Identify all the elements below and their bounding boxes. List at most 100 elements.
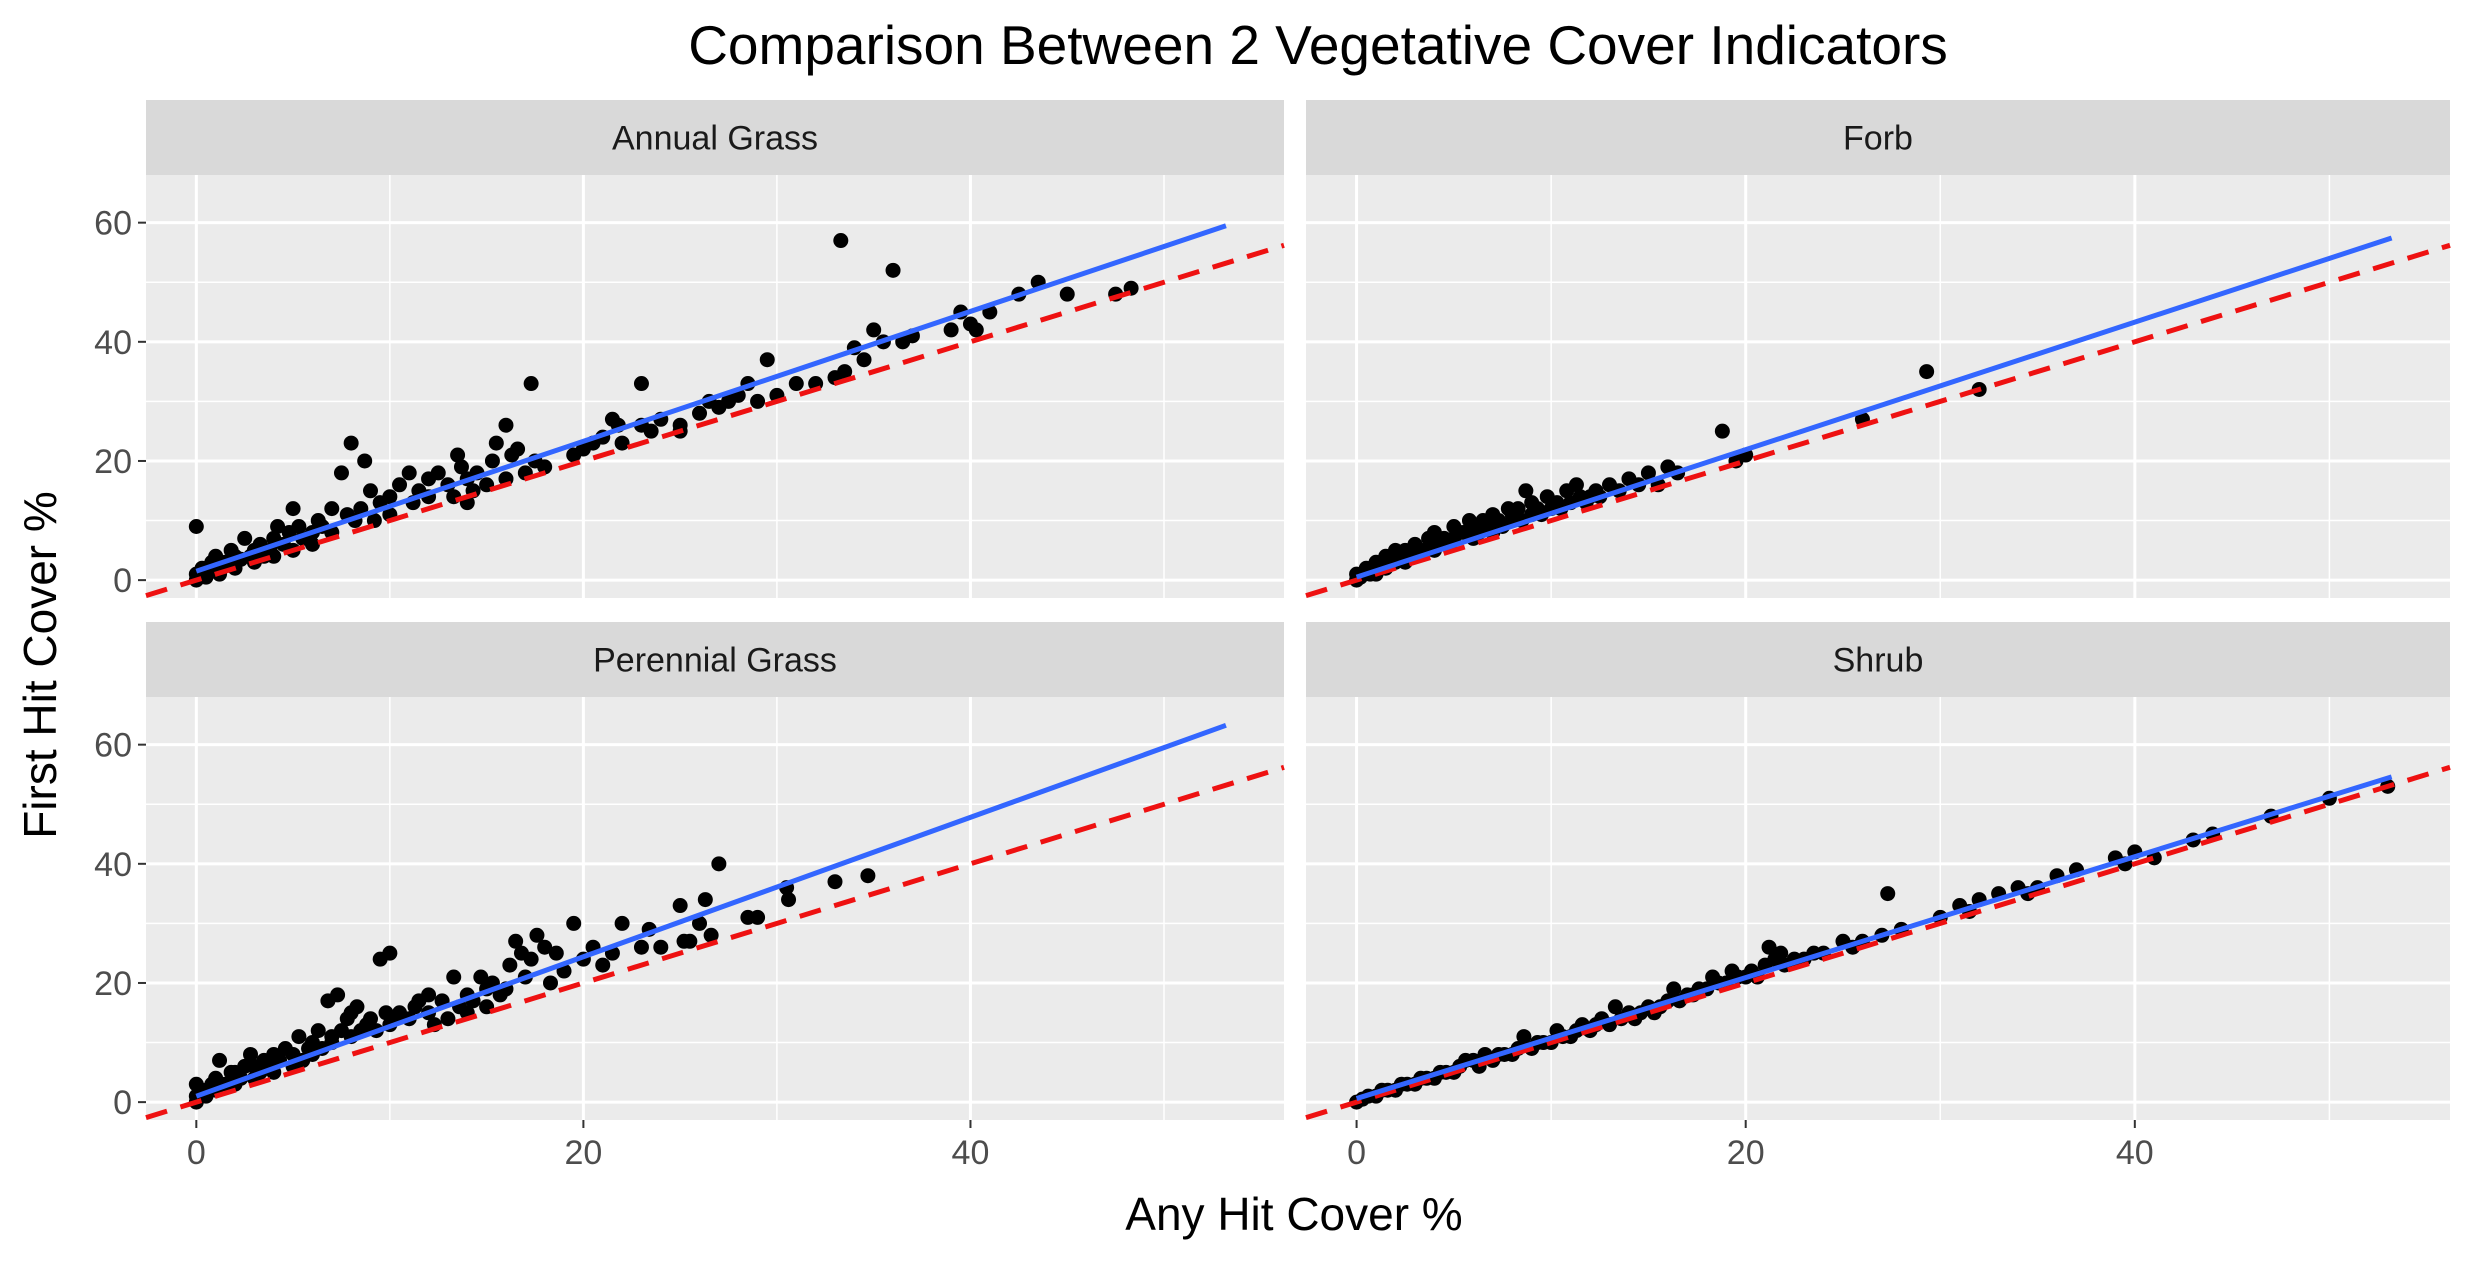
data-point <box>291 1029 307 1045</box>
fit-line <box>195 223 1227 574</box>
data-point <box>523 376 539 392</box>
data-point <box>401 465 417 481</box>
data-point <box>682 933 698 949</box>
data-point <box>304 536 320 552</box>
data-point <box>324 501 340 517</box>
y-tick-label: 40 <box>94 324 132 362</box>
data-point <box>750 393 766 409</box>
data-points <box>188 233 1139 588</box>
data-point <box>711 856 727 872</box>
data-point <box>291 519 307 535</box>
data-point <box>357 453 373 469</box>
facet-strip-label: Annual Grass <box>612 120 818 158</box>
data-point <box>484 453 500 469</box>
y-tick-label: 60 <box>94 727 132 765</box>
fit-line <box>195 722 1227 1099</box>
data-point <box>537 459 553 475</box>
data-point <box>614 435 630 451</box>
y-tick-label: 40 <box>94 846 132 884</box>
data-point <box>968 322 984 338</box>
data-point <box>523 951 539 967</box>
y-tick-label: 20 <box>94 965 132 1003</box>
data-point <box>633 939 649 955</box>
data-point <box>537 939 553 955</box>
data-point <box>1516 1029 1532 1045</box>
data-point <box>1714 423 1730 439</box>
data-point <box>703 927 719 943</box>
data-point <box>363 483 379 499</box>
facet-panel-forb: Forb <box>1305 100 2451 599</box>
data-point <box>310 1023 326 1039</box>
data-point <box>450 447 466 463</box>
y-axis-title: First Hit Cover % <box>14 491 66 839</box>
data-point <box>837 364 853 380</box>
data-point <box>498 417 514 433</box>
data-point <box>653 939 669 955</box>
x-axis-title: Any Hit Cover % <box>1125 1188 1462 1240</box>
data-point <box>566 915 582 931</box>
facet-panel-annual-grass: Annual Grass 0 20 40 60 <box>94 100 1285 600</box>
data-point <box>343 435 359 451</box>
reference-line <box>1305 242 2451 599</box>
chart-title: Comparison Between 2 Vegetative Cover In… <box>688 14 1948 76</box>
data-point <box>595 957 611 973</box>
reference-line <box>145 764 1285 1121</box>
data-point <box>392 477 408 493</box>
data-point <box>697 892 713 908</box>
x-tick-label: 20 <box>564 1134 602 1172</box>
data-point <box>349 999 365 1015</box>
x-tick-label: 0 <box>187 1134 206 1172</box>
facet-strip <box>146 622 1284 697</box>
facet-strip <box>146 100 1284 175</box>
x-tick-label: 20 <box>1727 1134 1765 1172</box>
fit-line <box>1355 774 2393 1101</box>
data-point <box>1510 501 1526 517</box>
data-point <box>759 352 775 368</box>
data-point <box>421 987 437 1003</box>
reference-line <box>1305 764 2451 1121</box>
data-point <box>333 465 349 481</box>
data-point <box>1640 465 1656 481</box>
facet-panels: Annual Grass 0 20 40 60 Forb Perennial Grass 0 2… <box>94 100 2451 1172</box>
data-point <box>382 489 398 505</box>
fit-line <box>1355 235 2393 580</box>
data-point <box>833 233 849 249</box>
y-tick-label: 0 <box>113 562 132 600</box>
data-point <box>529 927 545 943</box>
data-point <box>827 874 843 890</box>
data-point <box>473 969 489 985</box>
data-point <box>750 909 766 925</box>
x-tick-label: 0 <box>1347 1134 1366 1172</box>
data-point <box>1568 477 1584 493</box>
data-point <box>781 892 797 908</box>
data-point <box>788 376 804 392</box>
data-point <box>672 417 688 433</box>
data-point <box>542 975 558 991</box>
data-point <box>856 352 872 368</box>
data-point <box>502 957 518 973</box>
facet-panel-perennial-grass: Perennial Grass 0 20 40 60 0 20 40 <box>94 622 1285 1172</box>
data-point <box>1773 945 1789 961</box>
data-point <box>643 423 659 439</box>
data-point <box>1919 364 1935 380</box>
x-tick-label: 40 <box>2116 1134 2154 1172</box>
data-point <box>363 1011 379 1027</box>
facet-strip-label: Shrub <box>1833 642 1924 680</box>
data-point <box>692 405 708 421</box>
facet-panel-shrub: Shrub 0 20 40 <box>1305 622 2451 1172</box>
y-tick-label: 0 <box>113 1084 132 1122</box>
data-point <box>1880 886 1896 902</box>
data-point <box>243 1046 259 1062</box>
data-point <box>488 435 504 451</box>
facet-strip-label: Perennial Grass <box>593 642 837 680</box>
data-point <box>430 465 446 481</box>
y-tick-label: 20 <box>94 443 132 481</box>
data-point <box>633 376 649 392</box>
data-point <box>270 519 286 535</box>
data-point <box>672 898 688 914</box>
data-point <box>382 945 398 961</box>
data-point <box>188 519 204 535</box>
data-point <box>1666 981 1682 997</box>
data-point <box>1761 939 1777 955</box>
